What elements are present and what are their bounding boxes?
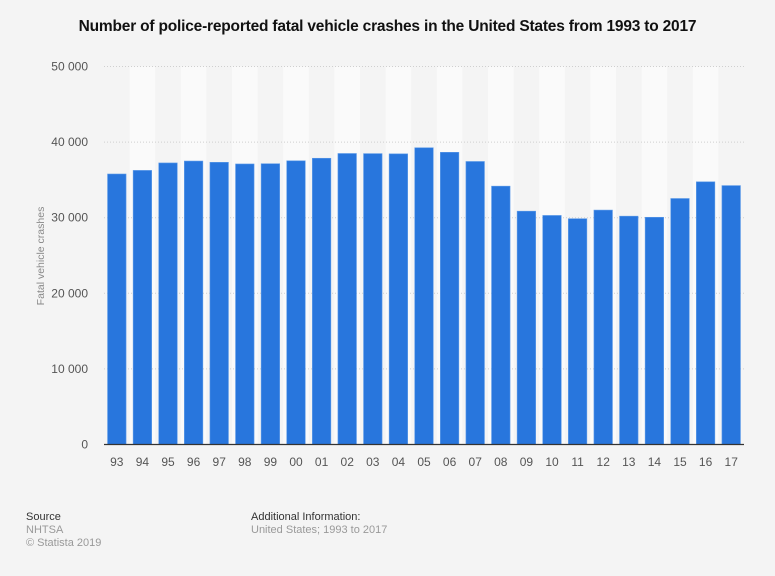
source-heading: Source xyxy=(26,511,61,523)
bar[interactable] xyxy=(388,153,408,445)
chart-title: Number of police-reported fatal vehicle … xyxy=(78,18,697,35)
x-tick-label: 04 xyxy=(392,455,406,469)
x-tick-label: 05 xyxy=(417,455,431,469)
bar[interactable] xyxy=(465,161,485,445)
copyright: © Statista 2019 xyxy=(26,537,102,549)
x-tick-label: 95 xyxy=(161,455,175,469)
bar[interactable] xyxy=(721,185,741,445)
bar[interactable] xyxy=(619,215,639,445)
bar[interactable] xyxy=(593,209,613,445)
x-tick-label: 93 xyxy=(110,455,124,469)
bar[interactable] xyxy=(670,198,690,445)
bar[interactable] xyxy=(491,185,511,445)
x-tick-label: 94 xyxy=(136,455,150,469)
x-tick-label: 98 xyxy=(238,455,252,469)
bar[interactable] xyxy=(107,173,127,445)
bars xyxy=(107,147,741,445)
additional-info-heading: Additional Information: xyxy=(251,511,361,523)
x-tick-label: 15 xyxy=(673,455,687,469)
bar[interactable] xyxy=(440,152,460,445)
bar[interactable] xyxy=(209,162,229,445)
x-tick-label: 14 xyxy=(648,455,662,469)
x-tick-label: 00 xyxy=(289,455,303,469)
x-tick-label: 12 xyxy=(597,455,611,469)
y-tick-label: 30 000 xyxy=(51,211,88,225)
bar[interactable] xyxy=(516,210,536,445)
bar[interactable] xyxy=(644,216,664,445)
additional-info-text: United States; 1993 to 2017 xyxy=(251,524,388,536)
bar[interactable] xyxy=(312,157,332,445)
x-tick-label: 10 xyxy=(545,455,559,469)
x-tick-label: 02 xyxy=(341,455,355,469)
x-tick-label: 11 xyxy=(571,455,584,469)
x-tick-label: 17 xyxy=(725,455,739,469)
x-tick-label: 97 xyxy=(213,455,227,469)
x-tick-label: 09 xyxy=(520,455,534,469)
x-tick-label: 13 xyxy=(622,455,636,469)
x-tick-label: 07 xyxy=(469,455,483,469)
bar[interactable] xyxy=(414,147,434,445)
y-tick-label: 40 000 xyxy=(51,135,88,149)
y-tick-label: 50 000 xyxy=(51,60,88,74)
x-tick-label: 01 xyxy=(315,455,329,469)
bar[interactable] xyxy=(363,153,383,445)
y-tick-label: 0 xyxy=(81,438,88,452)
x-axis-ticks: 93 94 95 96 97 98 99 00 01 02 03 04 05 06 07 08 09 10 11 12… xyxy=(110,455,738,469)
y-tick-label: 10 000 xyxy=(51,362,88,376)
bar[interactable] xyxy=(184,160,204,445)
bar-chart: 0 10 000 20 000 30 000 40 000 50 000 93 94 95 96… xyxy=(35,60,744,469)
x-tick-label: 03 xyxy=(366,455,380,469)
bar[interactable] xyxy=(542,215,562,445)
bar[interactable] xyxy=(568,218,588,445)
bar[interactable] xyxy=(286,160,306,445)
x-tick-label: 06 xyxy=(443,455,457,469)
bar[interactable] xyxy=(132,170,152,445)
x-tick-label: 96 xyxy=(187,455,201,469)
x-tick-label: 16 xyxy=(699,455,713,469)
y-axis-label: Fatal vehicle crashes xyxy=(35,207,47,306)
bar[interactable] xyxy=(158,162,178,445)
y-axis-ticks: 0 10 000 20 000 30 000 40 000 50 000 xyxy=(51,60,88,452)
bar[interactable] xyxy=(337,153,357,445)
y-tick-label: 20 000 xyxy=(51,286,88,300)
x-tick-label: 99 xyxy=(264,455,278,469)
bar[interactable] xyxy=(260,163,280,445)
x-tick-label: 08 xyxy=(494,455,508,469)
bar[interactable] xyxy=(696,181,716,445)
bar[interactable] xyxy=(235,163,255,445)
source-name[interactable]: NHTSA xyxy=(26,524,64,536)
